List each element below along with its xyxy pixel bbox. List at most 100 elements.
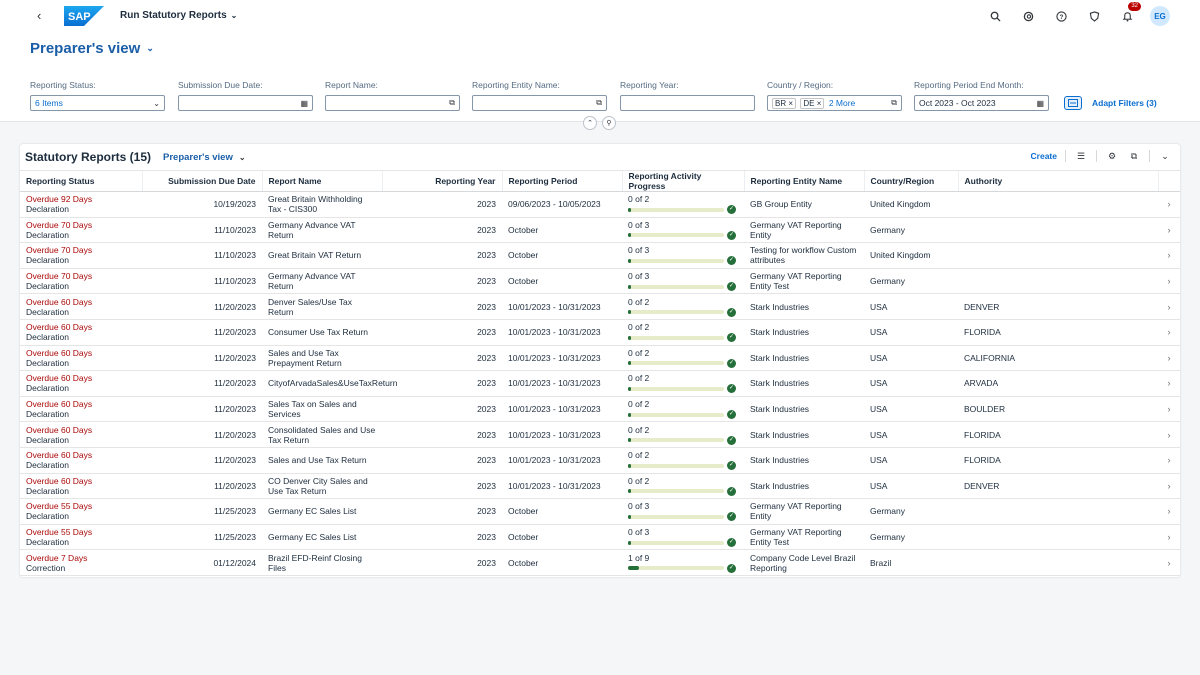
column-header-reporting-activity-progress[interactable]: Reporting Activity Progress bbox=[621, 170, 744, 192]
search-icon[interactable] bbox=[985, 6, 1005, 26]
table-row[interactable]: Overdue 70 Days Declaration 11/10/2023 Germ… bbox=[20, 217, 1180, 244]
page-variant-selector[interactable]: Preparer's view ⌄ bbox=[30, 40, 154, 57]
table-row[interactable]: Overdue 70 Days Declaration 11/10/2023 Grea… bbox=[20, 242, 1180, 269]
table-row[interactable]: Overdue 60 Days Declaration 11/20/2023 Sale… bbox=[20, 345, 1180, 372]
column-header-report-name[interactable]: Report Name bbox=[261, 170, 382, 192]
row-navigation-chevron-icon[interactable]: › bbox=[1158, 396, 1180, 423]
country-region-multi-input[interactable]: BR × DE × 2 More ⧉ bbox=[767, 95, 902, 111]
row-navigation-chevron-icon[interactable]: › bbox=[1158, 242, 1180, 269]
reporting-year-input[interactable] bbox=[620, 95, 755, 111]
column-header-submission-due-date[interactable]: Submission Due Date bbox=[141, 170, 262, 192]
row-navigation-chevron-icon[interactable]: › bbox=[1158, 268, 1180, 295]
country-token[interactable]: BR × bbox=[772, 97, 797, 109]
column-header-reporting-period[interactable]: Reporting Period bbox=[501, 170, 622, 192]
value-help-icon[interactable]: ⧉ bbox=[891, 98, 897, 107]
calendar-icon[interactable]: ▦ bbox=[1036, 98, 1044, 108]
collapse-header-icon[interactable]: ⌃ bbox=[583, 116, 597, 130]
adapt-filters-button[interactable]: Adapt Filters (3) bbox=[1092, 98, 1157, 108]
table-row[interactable]: Overdue 70 Days Declaration 11/10/2023 Germ… bbox=[20, 268, 1180, 295]
table-row[interactable]: Overdue 60 Days Declaration 11/20/2023 City… bbox=[20, 370, 1180, 397]
row-navigation-chevron-icon[interactable]: › bbox=[1158, 447, 1180, 474]
reporting-year-cell: 2023 bbox=[382, 268, 502, 295]
go-filter-button[interactable] bbox=[1064, 96, 1082, 110]
column-header-reporting-status[interactable]: Reporting Status bbox=[20, 170, 142, 192]
table-row[interactable]: Overdue 60 Days Declaration 11/20/2023 Sale… bbox=[20, 396, 1180, 423]
more-tokens-link[interactable]: 2 More bbox=[828, 97, 856, 108]
row-navigation-chevron-icon[interactable]: › bbox=[1158, 421, 1180, 448]
check-icon: ✓ bbox=[727, 486, 736, 496]
report-name-cell: Germany Advance VAT Return bbox=[262, 268, 382, 295]
column-header-reporting-entity-name[interactable]: Reporting Entity Name bbox=[743, 170, 864, 192]
country-token[interactable]: DE × bbox=[800, 97, 825, 109]
reporting-status-select[interactable]: 6 Items ⌄ bbox=[30, 95, 165, 111]
calendar-icon[interactable]: ▦ bbox=[300, 98, 308, 108]
column-header-country-region[interactable]: Country/Region bbox=[863, 170, 958, 192]
check-icon: ✓ bbox=[727, 384, 736, 394]
submission-due-date-input[interactable]: ▦ bbox=[178, 95, 313, 111]
country-region-cell: USA bbox=[864, 319, 958, 346]
table-row[interactable]: Overdue 55 Days Declaration 11/25/2023 Germ… bbox=[20, 498, 1180, 525]
column-settings-icon[interactable]: ☰ bbox=[1076, 150, 1086, 161]
column-header-authority[interactable]: Authority bbox=[957, 170, 1158, 192]
chevron-down-icon[interactable]: ⌄ bbox=[1161, 150, 1169, 161]
reporting-activity-progress-cell: 0 of 2 ✓ bbox=[622, 191, 744, 218]
table-row[interactable]: Overdue 60 Days Declaration 11/20/2023 Cons… bbox=[20, 319, 1180, 346]
joule-assistant-icon[interactable] bbox=[1018, 6, 1038, 26]
table-row[interactable]: Overdue 92 Days Declaration 10/19/2023 Grea… bbox=[20, 191, 1180, 218]
overdue-status: Overdue 55 Days bbox=[26, 501, 93, 512]
row-navigation-chevron-icon[interactable]: › bbox=[1158, 473, 1180, 500]
table-row[interactable]: Overdue 60 Days Declaration 11/20/2023 Cons… bbox=[20, 421, 1180, 448]
reporting-period-cell: 10/01/2023 - 10/31/2023 bbox=[502, 319, 622, 346]
reporting-status-cell: Overdue 60 Days Declaration bbox=[20, 421, 142, 448]
gear-icon[interactable]: ⚙ bbox=[1107, 150, 1117, 161]
row-navigation-chevron-icon[interactable]: › bbox=[1158, 345, 1180, 372]
row-navigation-chevron-icon[interactable]: › bbox=[1158, 524, 1180, 551]
pin-header-icon[interactable]: ⚲ bbox=[602, 116, 616, 130]
value-help-icon[interactable]: ⧉ bbox=[596, 98, 602, 107]
progress-fill bbox=[628, 438, 631, 443]
table-row[interactable]: Overdue 55 Days Declaration 11/25/2023 Germ… bbox=[20, 524, 1180, 551]
country-region-cell: Germany bbox=[864, 217, 958, 244]
row-navigation-chevron-icon[interactable]: › bbox=[1158, 549, 1180, 576]
export-icon[interactable]: ⧉ bbox=[1130, 150, 1138, 161]
progress-bar bbox=[628, 463, 724, 468]
report-name-input[interactable]: ⧉ bbox=[325, 95, 460, 111]
shield-icon[interactable] bbox=[1084, 6, 1104, 26]
report-name-cell: Sales Tax on Sales and Services bbox=[262, 396, 382, 423]
table-variant-selector[interactable]: Preparer's view ⌄ bbox=[163, 152, 246, 163]
row-navigation-chevron-icon[interactable]: › bbox=[1158, 191, 1180, 218]
row-navigation-chevron-icon[interactable]: › bbox=[1158, 217, 1180, 244]
row-navigation-chevron-icon[interactable]: › bbox=[1158, 319, 1180, 346]
submission-due-date-cell: 11/20/2023 bbox=[142, 421, 262, 448]
table-row[interactable]: Overdue 60 Days Declaration 11/20/2023 Sale… bbox=[20, 447, 1180, 474]
help-icon[interactable]: ? bbox=[1051, 6, 1071, 26]
row-navigation-chevron-icon[interactable]: › bbox=[1158, 293, 1180, 320]
reporting-period-end-month-input[interactable]: Oct 2023 - Oct 2023 ▦ bbox=[914, 95, 1049, 111]
table-row[interactable]: Overdue 60 Days Declaration 11/20/2023 Denv… bbox=[20, 293, 1180, 320]
value-help-icon[interactable]: ⧉ bbox=[449, 98, 455, 107]
reporting-activity-progress-cell: 0 of 2 ✓ bbox=[622, 370, 744, 397]
check-icon: ✓ bbox=[727, 435, 736, 445]
progress-bar bbox=[628, 540, 724, 545]
row-navigation-chevron-icon[interactable]: › bbox=[1158, 370, 1180, 397]
notifications-bell-icon[interactable]: 32 bbox=[1117, 2, 1141, 26]
app-title-menu[interactable]: Run Statutory Reports ⌄ bbox=[120, 10, 237, 21]
back-chevron-icon[interactable]: ‹ bbox=[37, 8, 42, 23]
country-region-cell: USA bbox=[864, 345, 958, 372]
table-row[interactable]: Overdue 60 Days Declaration 11/20/2023 CO D… bbox=[20, 473, 1180, 500]
reporting-entity-name-cell: Stark Industries bbox=[744, 396, 864, 423]
notification-badge: 32 bbox=[1128, 2, 1141, 11]
column-header-reporting-year[interactable]: Reporting Year bbox=[381, 170, 502, 192]
sap-logo[interactable]: SAP bbox=[64, 6, 104, 26]
row-navigation-chevron-icon[interactable]: › bbox=[1158, 498, 1180, 525]
check-icon: ✓ bbox=[727, 307, 736, 317]
reporting-year-cell: 2023 bbox=[382, 242, 502, 269]
table-row[interactable]: Overdue 7 Days Correction 01/12/2024 Brazil… bbox=[20, 549, 1180, 576]
svg-text:?: ? bbox=[1059, 14, 1063, 21]
reporting-activity-progress-cell: 1 of 9 ✓ bbox=[622, 549, 744, 576]
avatar[interactable]: EG bbox=[1150, 6, 1170, 26]
check-icon: ✓ bbox=[727, 358, 736, 368]
report-type: Declaration bbox=[26, 255, 69, 266]
reporting-entity-name-input[interactable]: ⧉ bbox=[472, 95, 607, 111]
create-button[interactable]: Create bbox=[1030, 151, 1057, 161]
